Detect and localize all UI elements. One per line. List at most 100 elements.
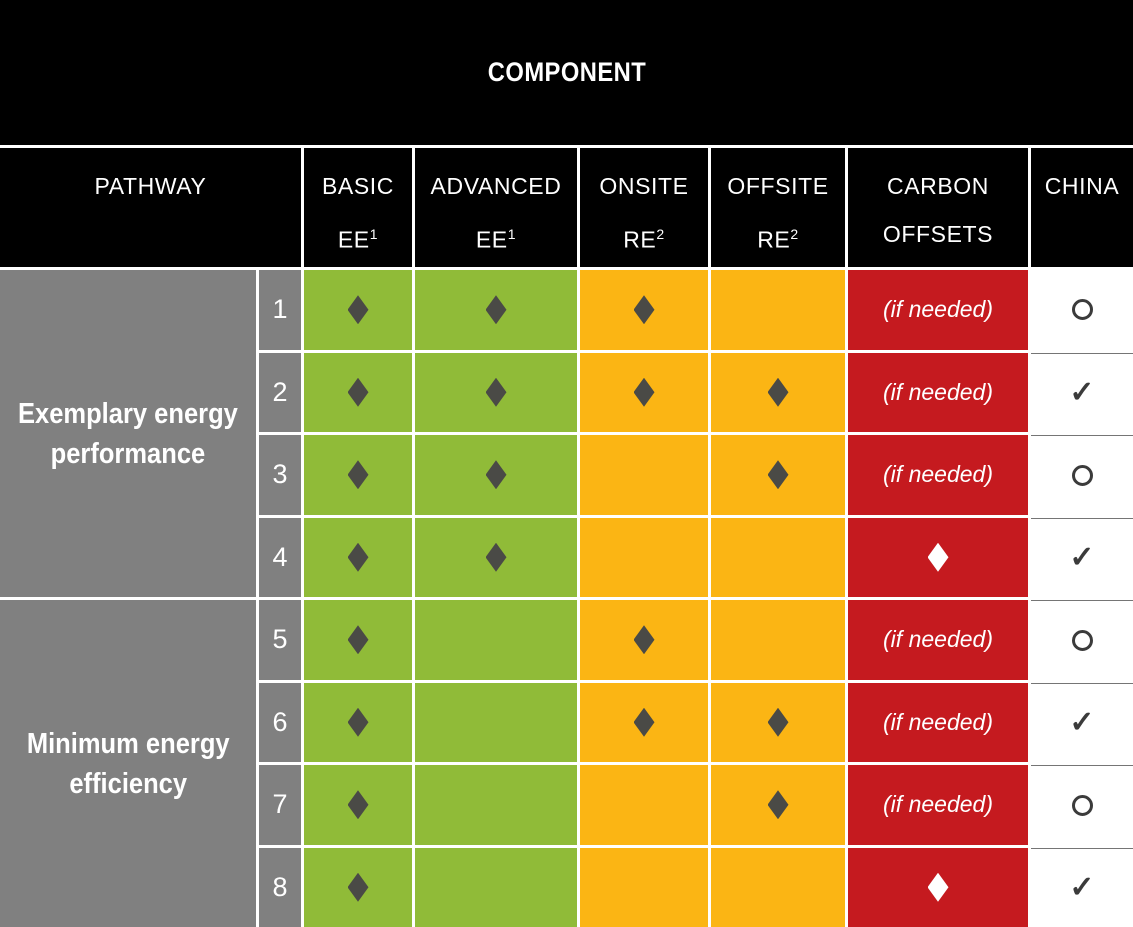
- pathway-number: 6: [259, 682, 301, 762]
- advanced-ee-cell: [415, 600, 577, 680]
- china-cell: ✓: [1031, 517, 1133, 597]
- footnote-marker: 1: [369, 226, 379, 242]
- footnote-marker: 2: [790, 226, 799, 242]
- offsite-re-cell: [711, 352, 845, 432]
- pathway-group-label-line: Exemplary energy: [18, 397, 238, 430]
- pathway-group-label-text: Exemplary energy performance: [18, 394, 238, 474]
- diamond-icon: [347, 790, 369, 820]
- offsite-re-cell: [711, 600, 845, 680]
- diamond-icon: [927, 872, 949, 902]
- header-line: ONSITE: [599, 173, 689, 199]
- advanced-ee-cell: [415, 765, 577, 845]
- diamond-icon: [347, 872, 369, 902]
- china-cell: [1031, 435, 1133, 515]
- basic-ee-cell: [304, 270, 412, 350]
- pathway-group-label: Exemplary energy performance: [0, 270, 256, 597]
- diamond-icon: [485, 460, 507, 490]
- china-cell: ✓: [1031, 682, 1133, 762]
- carbon-offsets-cell: (if needed): [848, 600, 1028, 680]
- carbon-offsets-header: CARBON OFFSETS: [848, 148, 1028, 267]
- circle-icon: [1071, 299, 1093, 321]
- advanced-ee-cell: [415, 847, 577, 927]
- pathway-number: 8: [259, 847, 301, 927]
- pathway-group-label-line: Minimum energy: [26, 727, 230, 760]
- if-needed-label: (if needed): [883, 378, 993, 405]
- onsite-re-cell: [580, 435, 708, 515]
- diamond-icon: [347, 707, 369, 737]
- basic-ee-cell: [304, 847, 412, 927]
- pathway-header-label: PATHWAY: [94, 173, 207, 199]
- check-icon: ✓: [1069, 540, 1095, 574]
- onsite-re-cell: [580, 600, 708, 680]
- pathway-group-label-line: efficiency: [69, 767, 187, 800]
- diamond-icon: [767, 377, 789, 407]
- header-line: OFFSITE: [727, 173, 829, 199]
- pathway-number: 3: [259, 435, 301, 515]
- diamond-icon: [347, 625, 369, 655]
- if-needed-label: (if needed): [883, 461, 993, 488]
- china-cell: [1031, 600, 1133, 680]
- circle-icon: [1071, 629, 1093, 651]
- carbon-offsets-cell: (if needed): [848, 682, 1028, 762]
- pathway-number: 4: [259, 517, 301, 597]
- pathway-number: 1: [259, 270, 301, 350]
- diamond-icon: [633, 625, 655, 655]
- advanced-ee-cell: [415, 352, 577, 432]
- offsite-re-cell: [711, 517, 845, 597]
- onsite-re-header: ONSITE RE2: [580, 148, 708, 267]
- header-line: RE2: [623, 226, 665, 253]
- pathway-group-label-line: performance: [50, 437, 206, 470]
- carbon-offsets-cell: [848, 517, 1028, 597]
- basic-ee-cell: [304, 765, 412, 845]
- diamond-icon: [767, 790, 789, 820]
- offsite-re-cell: [711, 270, 845, 350]
- diamond-icon: [633, 295, 655, 325]
- footnote-marker: 2: [656, 226, 665, 242]
- header-line: CARBON: [886, 173, 989, 199]
- header-line: EE1: [475, 226, 517, 253]
- component-band: COMPONENT: [0, 0, 1133, 145]
- china-header: CHINA: [1031, 148, 1133, 267]
- check-icon: ✓: [1069, 375, 1095, 409]
- onsite-re-cell: [580, 352, 708, 432]
- pathway-header: PATHWAY: [0, 148, 301, 267]
- header-line: EE1: [337, 226, 379, 253]
- if-needed-label: (if needed): [883, 708, 993, 735]
- circle-icon: [1071, 794, 1093, 816]
- china-cell: [1031, 765, 1133, 845]
- component-title: COMPONENT: [487, 57, 646, 87]
- diamond-icon: [767, 707, 789, 737]
- advanced-ee-cell: [415, 517, 577, 597]
- diamond-icon: [485, 377, 507, 407]
- header-line: ADVANCED: [430, 173, 562, 199]
- offsite-re-cell: [711, 435, 845, 515]
- basic-ee-cell: [304, 435, 412, 515]
- onsite-re-cell: [580, 847, 708, 927]
- diamond-icon: [347, 377, 369, 407]
- header-line: BASIC: [321, 173, 395, 199]
- basic-ee-cell: [304, 600, 412, 680]
- onsite-re-cell: [580, 270, 708, 350]
- circle-icon: [1071, 464, 1093, 486]
- header-line: RE2: [757, 226, 799, 253]
- onsite-re-cell: [580, 765, 708, 845]
- offsite-re-header: OFFSITE RE2: [711, 148, 845, 267]
- offsite-re-cell: [711, 765, 845, 845]
- china-cell: ✓: [1031, 847, 1133, 927]
- carbon-offsets-cell: (if needed): [848, 435, 1028, 515]
- china-cell: [1031, 270, 1133, 350]
- pathway-group-label-text: Minimum energy efficiency: [27, 724, 230, 804]
- offsite-re-cell: [711, 682, 845, 762]
- advanced-ee-cell: [415, 435, 577, 515]
- diamond-icon: [347, 460, 369, 490]
- onsite-re-cell: [580, 517, 708, 597]
- offsite-re-cell: [711, 847, 845, 927]
- diamond-icon: [927, 542, 949, 572]
- check-icon: ✓: [1069, 705, 1095, 739]
- carbon-offsets-cell: (if needed): [848, 270, 1028, 350]
- header-line: CHINA: [1044, 173, 1120, 199]
- pathway-number: 5: [259, 600, 301, 680]
- if-needed-label: (if needed): [883, 296, 993, 323]
- footnote-marker: 1: [507, 226, 517, 242]
- basic-ee-cell: [304, 682, 412, 762]
